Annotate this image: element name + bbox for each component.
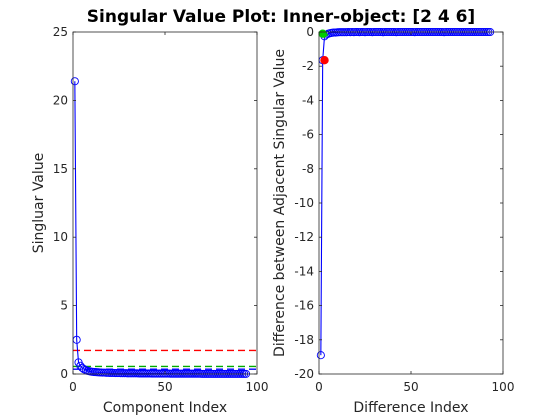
right-axes: 0 50 100-20-18-16-14-12-10-8-6-4-20 Differ… — [272, 25, 514, 416]
x-tick-label: 100 — [246, 380, 269, 394]
y-tick-label: -12 — [294, 230, 314, 244]
data-point — [70, 77, 79, 86]
y-tick-label: -10 — [294, 196, 314, 210]
y-tick-label: 25 — [53, 25, 68, 39]
left-ticks: 0 50 100 0 5 10 15 20 25 — [53, 25, 269, 394]
y-tick-label: 15 — [53, 162, 68, 176]
left-plot-area — [70, 77, 257, 378]
y-tick-label: -16 — [294, 299, 314, 313]
chart-title: Singular Value Plot: Inner-object: [2 4 … — [87, 7, 475, 27]
right-plot-area — [316, 27, 495, 360]
x-tick-label: 0 — [69, 380, 77, 394]
left-axes-frame — [72, 31, 258, 375]
left-x-label: Component Index — [103, 400, 227, 416]
y-tick-label: 0 — [60, 367, 68, 381]
y-tick-label: -20 — [294, 367, 314, 381]
y-tick-label: -18 — [294, 333, 314, 347]
right-x-label: Difference Index — [353, 400, 468, 416]
data-point — [79, 365, 89, 374]
x-tick-label: 50 — [403, 380, 418, 394]
highlight-marker — [318, 29, 327, 38]
x-tick-label: 100 — [492, 380, 515, 394]
y-tick-label: 20 — [53, 93, 68, 107]
y-tick-label: 0 — [306, 25, 314, 39]
y-tick-label: -6 — [302, 128, 314, 142]
y-tick-label: -8 — [302, 162, 314, 176]
y-tick-label: -14 — [294, 264, 314, 278]
data-point — [316, 351, 325, 360]
left-axes: 0 50 100 0 5 10 15 20 25 Component Index Singlua… — [31, 25, 268, 416]
series-line — [320, 31, 491, 356]
x-tick-label: 0 — [315, 380, 323, 394]
series-line — [74, 81, 246, 375]
y-tick-label: -2 — [302, 59, 314, 73]
y-tick-label: 5 — [60, 299, 68, 313]
y-tick-label: -4 — [302, 93, 314, 107]
right-ticks: 0 50 100-20-18-16-14-12-10-8-6-4-20 — [294, 25, 514, 394]
left-y-label: Singluar Value — [31, 153, 47, 254]
right-y-label: Difference between Adjacent Singular Val… — [272, 49, 288, 357]
highlight-marker — [320, 56, 329, 65]
x-tick-label: 50 — [157, 380, 172, 394]
right-axes-frame — [318, 31, 504, 375]
y-tick-label: 10 — [53, 230, 68, 244]
